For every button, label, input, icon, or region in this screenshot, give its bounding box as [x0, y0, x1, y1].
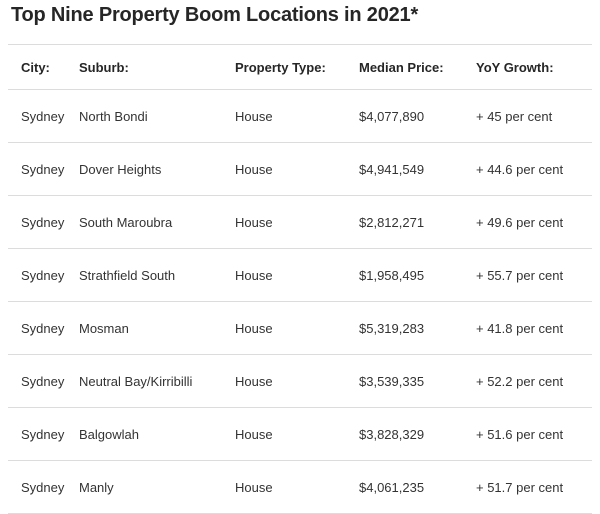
table-body: Sydney North Bondi House $4,077,890 + 45…: [8, 89, 592, 514]
cell-city: Sydney: [8, 89, 79, 143]
cell-yoy-growth: + 52.2 per cent: [476, 354, 592, 408]
property-table-container: City: Suburb: Property Type: Median Pric…: [8, 44, 592, 514]
column-header-yoy-growth: YoY Growth:: [476, 45, 592, 90]
cell-property-type: House: [235, 89, 359, 143]
cell-property-type: House: [235, 354, 359, 408]
column-header-city: City:: [8, 45, 79, 90]
cell-city: Sydney: [8, 354, 79, 408]
table-row: Sydney Mosman House $5,319,283 + 41.8 pe…: [8, 301, 592, 355]
cell-suburb: North Bondi: [79, 89, 235, 143]
cell-suburb: Dover Heights: [79, 142, 235, 196]
cell-city: Sydney: [8, 248, 79, 302]
cell-yoy-growth: + 45 per cent: [476, 89, 592, 143]
table-header-row: City: Suburb: Property Type: Median Pric…: [8, 45, 592, 90]
cell-property-type: House: [235, 407, 359, 461]
cell-median-price: $4,077,890: [359, 89, 476, 143]
table-row: Sydney Balgowlah House $3,828,329 + 51.6…: [8, 407, 592, 461]
table-row: Sydney Neutral Bay/Kirribilli House $3,5…: [8, 354, 592, 408]
column-header-median-price: Median Price:: [359, 45, 476, 90]
table-row: Sydney North Bondi House $4,077,890 + 45…: [8, 89, 592, 143]
table-row: Sydney Manly House $4,061,235 + 51.7 per…: [8, 460, 592, 514]
cell-city: Sydney: [8, 195, 79, 249]
cell-city: Sydney: [8, 301, 79, 355]
cell-city: Sydney: [8, 407, 79, 461]
cell-suburb: Mosman: [79, 301, 235, 355]
table-row: Sydney Dover Heights House $4,941,549 + …: [8, 142, 592, 196]
cell-property-type: House: [235, 301, 359, 355]
cell-yoy-growth: + 51.7 per cent: [476, 460, 592, 514]
property-table: City: Suburb: Property Type: Median Pric…: [8, 45, 592, 514]
cell-median-price: $4,941,549: [359, 142, 476, 196]
cell-suburb: Manly: [79, 460, 235, 514]
cell-yoy-growth: + 44.6 per cent: [476, 142, 592, 196]
cell-yoy-growth: + 41.8 per cent: [476, 301, 592, 355]
cell-median-price: $3,828,329: [359, 407, 476, 461]
cell-yoy-growth: + 49.6 per cent: [476, 195, 592, 249]
cell-median-price: $1,958,495: [359, 248, 476, 302]
column-header-property-type: Property Type:: [235, 45, 359, 90]
cell-median-price: $4,061,235: [359, 460, 476, 514]
cell-suburb: South Maroubra: [79, 195, 235, 249]
cell-property-type: House: [235, 460, 359, 514]
table-row: Sydney South Maroubra House $2,812,271 +…: [8, 195, 592, 249]
cell-median-price: $3,539,335: [359, 354, 476, 408]
cell-yoy-growth: + 51.6 per cent: [476, 407, 592, 461]
cell-suburb: Balgowlah: [79, 407, 235, 461]
cell-yoy-growth: + 55.7 per cent: [476, 248, 592, 302]
cell-median-price: $5,319,283: [359, 301, 476, 355]
cell-suburb: Neutral Bay/Kirribilli: [79, 354, 235, 408]
page-title: Top Nine Property Boom Locations in 2021…: [11, 4, 419, 26]
cell-property-type: House: [235, 142, 359, 196]
cell-median-price: $2,812,271: [359, 195, 476, 249]
cell-city: Sydney: [8, 142, 79, 196]
column-header-suburb: Suburb:: [79, 45, 235, 90]
cell-property-type: House: [235, 248, 359, 302]
cell-city: Sydney: [8, 460, 79, 514]
cell-suburb: Strathfield South: [79, 248, 235, 302]
table-header: City: Suburb: Property Type: Median Pric…: [8, 45, 592, 90]
table-row: Sydney Strathfield South House $1,958,49…: [8, 248, 592, 302]
cell-property-type: House: [235, 195, 359, 249]
